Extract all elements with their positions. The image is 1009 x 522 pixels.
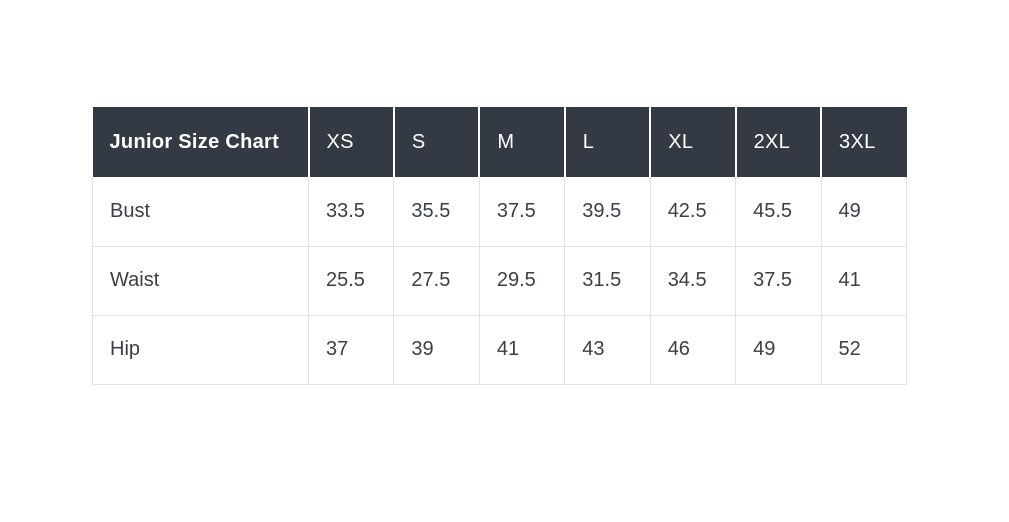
table-row-hip: Hip 37 39 41 43 46 49 52 <box>92 314 908 385</box>
header-row: Junior Size Chart XS S M L XL 2XL 3XL <box>92 107 907 177</box>
size-value-cell: 46 <box>649 314 737 385</box>
size-value-cell: 35.5 <box>393 177 480 247</box>
size-value-cell: 33.5 <box>307 177 395 247</box>
table-row-waist: Waist 25.5 27.5 29.5 31.5 34.5 37.5 41 <box>92 245 908 316</box>
size-value-cell: 29.5 <box>478 245 566 316</box>
size-value-cell: 37 <box>307 314 395 385</box>
column-header-s: S <box>393 107 481 177</box>
row-label-waist: Waist <box>92 245 309 316</box>
size-value-cell: 39 <box>393 314 480 385</box>
row-label-bust: Bust <box>92 177 309 247</box>
column-header-m: M <box>479 107 566 177</box>
size-value-cell: 49 <box>820 177 908 247</box>
size-value-cell: 41 <box>478 314 566 385</box>
column-header-2xl: 2XL <box>735 107 823 177</box>
size-value-cell: 37.5 <box>735 245 822 316</box>
row-label-hip: Hip <box>92 314 309 385</box>
size-value-cell: 49 <box>735 314 822 385</box>
table-row-bust: Bust 33.5 35.5 37.5 39.5 42.5 45.5 49 <box>92 177 908 247</box>
column-header-l: L <box>564 107 652 177</box>
size-value-cell: 27.5 <box>393 245 480 316</box>
table-body: Bust 33.5 35.5 37.5 39.5 42.5 45.5 49 Wa… <box>92 177 908 385</box>
size-value-cell: 34.5 <box>649 245 737 316</box>
size-value-cell: 31.5 <box>564 245 651 316</box>
column-header-xl: XL <box>650 107 737 177</box>
size-value-cell: 52 <box>820 314 908 385</box>
size-value-cell: 39.5 <box>564 177 651 247</box>
size-value-cell: 42.5 <box>649 177 737 247</box>
table-title: Junior Size Chart <box>92 107 310 177</box>
size-chart-table: Junior Size Chart XS S M L XL 2XL 3XL Bu… <box>92 107 908 385</box>
size-value-cell: 25.5 <box>307 245 395 316</box>
size-value-cell: 37.5 <box>478 177 566 247</box>
size-value-cell: 41 <box>820 245 908 316</box>
size-value-cell: 43 <box>564 314 651 385</box>
table-header: Junior Size Chart XS S M L XL 2XL 3XL <box>92 107 907 177</box>
size-value-cell: 45.5 <box>735 177 822 247</box>
column-header-3xl: 3XL <box>821 107 907 177</box>
column-header-xs: XS <box>308 107 395 177</box>
